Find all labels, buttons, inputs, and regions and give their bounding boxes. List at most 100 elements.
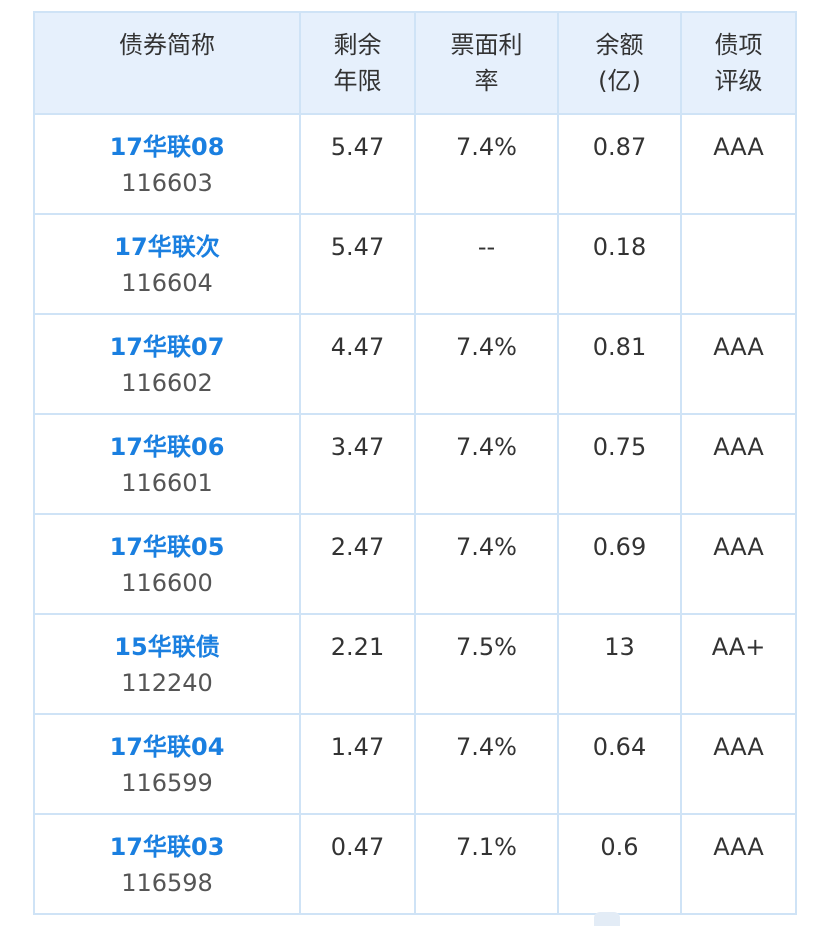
coupon-rate-cell: 7.4% <box>414 313 559 415</box>
table-row: 17华联06 116601 3.47 7.4% 0.75 AAA <box>33 413 797 515</box>
table-row: 17华联05 116600 2.47 7.4% 0.69 AAA <box>33 513 797 615</box>
bond-name-link[interactable]: 15华联债 <box>114 633 220 661</box>
coupon-rate-cell: 7.4% <box>414 413 559 515</box>
header-balance: 余额 (亿) <box>557 11 682 115</box>
remaining-term-value: 5.47 <box>330 133 385 161</box>
coupon-rate-value: 7.4% <box>456 433 517 461</box>
header-bond-name-line1: 债券简称 <box>119 31 215 59</box>
rating-value: AAA <box>713 133 764 161</box>
bond-name-cell[interactable]: 17华联06 116601 <box>33 413 301 515</box>
remaining-term-cell: 3.47 <box>299 413 416 515</box>
bond-code: 112240 <box>121 669 213 697</box>
bond-name-link[interactable]: 17华联05 <box>109 533 225 561</box>
bond-name-link[interactable]: 17华联04 <box>109 733 225 761</box>
header-rating-line1: 债项 <box>714 31 763 59</box>
rating-value: AAA <box>713 733 764 761</box>
balance-value: 0.6 <box>600 833 639 861</box>
coupon-rate-value: 7.1% <box>456 833 517 861</box>
remaining-term-value: 0.47 <box>330 833 385 861</box>
header-remaining-term-line1: 剩余 <box>333 31 382 59</box>
header-coupon-rate-line1: 票面利 <box>450 31 523 59</box>
bond-name-cell[interactable]: 17华联次 116604 <box>33 213 301 315</box>
bond-name-link[interactable]: 17华联次 <box>114 233 220 261</box>
rating-value: AAA <box>713 433 764 461</box>
table-row: 17华联08 116603 5.47 7.4% 0.87 AAA <box>33 113 797 215</box>
header-balance-line2: (亿) <box>598 67 641 95</box>
coupon-rate-cell: 7.4% <box>414 113 559 215</box>
rating-cell <box>680 213 797 315</box>
rating-value: AAA <box>713 533 764 561</box>
bond-name-cell[interactable]: 15华联债 112240 <box>33 613 301 715</box>
bond-code: 116598 <box>121 869 213 897</box>
bond-name-link[interactable]: 17华联08 <box>109 133 225 161</box>
header-bond-name: 债券简称 <box>33 11 301 115</box>
watermark <box>594 912 626 926</box>
table-row: 17华联03 116598 0.47 7.1% 0.6 AAA <box>33 813 797 915</box>
remaining-term-cell: 2.21 <box>299 613 416 715</box>
coupon-rate-value: 7.4% <box>456 733 517 761</box>
bond-name-link[interactable]: 17华联06 <box>109 433 225 461</box>
remaining-term-cell: 5.47 <box>299 213 416 315</box>
rating-cell: AAA <box>680 513 797 615</box>
rating-cell: AAA <box>680 313 797 415</box>
rating-cell: AAA <box>680 113 797 215</box>
balance-cell: 0.18 <box>557 213 682 315</box>
coupon-rate-value: 7.4% <box>456 533 517 561</box>
rating-value: AA+ <box>711 633 766 661</box>
rating-cell: AAA <box>680 713 797 815</box>
table-row: 15华联债 112240 2.21 7.5% 13 AA+ <box>33 613 797 715</box>
table-row: 17华联07 116602 4.47 7.4% 0.81 AAA <box>33 313 797 415</box>
rating-value: AAA <box>713 333 764 361</box>
rating-cell: AAA <box>680 813 797 915</box>
bond-name-link[interactable]: 17华联07 <box>109 333 225 361</box>
coupon-rate-value: 7.5% <box>456 633 517 661</box>
bond-name-link[interactable]: 17华联03 <box>109 833 225 861</box>
bond-code: 116601 <box>121 469 213 497</box>
table-row: 17华联次 116604 5.47 -- 0.18 <box>33 213 797 315</box>
remaining-term-value: 1.47 <box>330 733 385 761</box>
remaining-term-value: 4.47 <box>330 333 385 361</box>
bond-name-cell[interactable]: 17华联07 116602 <box>33 313 301 415</box>
header-remaining-term-line2: 年限 <box>333 67 382 95</box>
bond-code: 116604 <box>121 269 213 297</box>
balance-cell: 0.87 <box>557 113 682 215</box>
coupon-rate-cell: 7.1% <box>414 813 559 915</box>
rating-cell: AAA <box>680 413 797 515</box>
balance-cell: 0.69 <box>557 513 682 615</box>
table-body: 17华联08 116603 5.47 7.4% 0.87 AAA 17华联次 1… <box>33 113 797 915</box>
bond-table: 债券简称 剩余 年限 票面利 率 余额 (亿) 债项 评级 17华联08 <box>33 11 797 915</box>
bond-code: 116603 <box>121 169 213 197</box>
coupon-rate-cell: 7.4% <box>414 513 559 615</box>
balance-cell: 0.81 <box>557 313 682 415</box>
table-header: 债券简称 剩余 年限 票面利 率 余额 (亿) 债项 评级 <box>33 11 797 115</box>
coupon-rate-cell: 7.5% <box>414 613 559 715</box>
table-row: 17华联04 116599 1.47 7.4% 0.64 AAA <box>33 713 797 815</box>
coupon-rate-cell: 7.4% <box>414 713 559 815</box>
rating-value: AAA <box>713 833 764 861</box>
balance-cell: 0.64 <box>557 713 682 815</box>
rating-cell: AA+ <box>680 613 797 715</box>
bond-name-cell[interactable]: 17华联04 116599 <box>33 713 301 815</box>
bond-name-cell[interactable]: 17华联05 116600 <box>33 513 301 615</box>
remaining-term-cell: 4.47 <box>299 313 416 415</box>
balance-value: 0.64 <box>592 733 647 761</box>
remaining-term-cell: 5.47 <box>299 113 416 215</box>
coupon-rate-value: 7.4% <box>456 133 517 161</box>
balance-cell: 0.6 <box>557 813 682 915</box>
bond-code: 116602 <box>121 369 213 397</box>
bond-name-cell[interactable]: 17华联08 116603 <box>33 113 301 215</box>
coupon-rate-value: -- <box>477 233 496 261</box>
coupon-rate-value: 7.4% <box>456 333 517 361</box>
balance-value: 13 <box>604 633 635 661</box>
header-rating: 债项 评级 <box>680 11 797 115</box>
remaining-term-value: 2.21 <box>330 633 385 661</box>
remaining-term-value: 2.47 <box>330 533 385 561</box>
bond-name-cell[interactable]: 17华联03 116598 <box>33 813 301 915</box>
header-remaining-term: 剩余 年限 <box>299 11 416 115</box>
watermark-logo-icon <box>594 912 620 926</box>
header-row: 债券简称 剩余 年限 票面利 率 余额 (亿) 债项 评级 <box>33 11 797 115</box>
remaining-term-cell: 2.47 <box>299 513 416 615</box>
header-coupon-rate-line2: 率 <box>474 67 499 95</box>
bond-code: 116600 <box>121 569 213 597</box>
remaining-term-cell: 1.47 <box>299 713 416 815</box>
